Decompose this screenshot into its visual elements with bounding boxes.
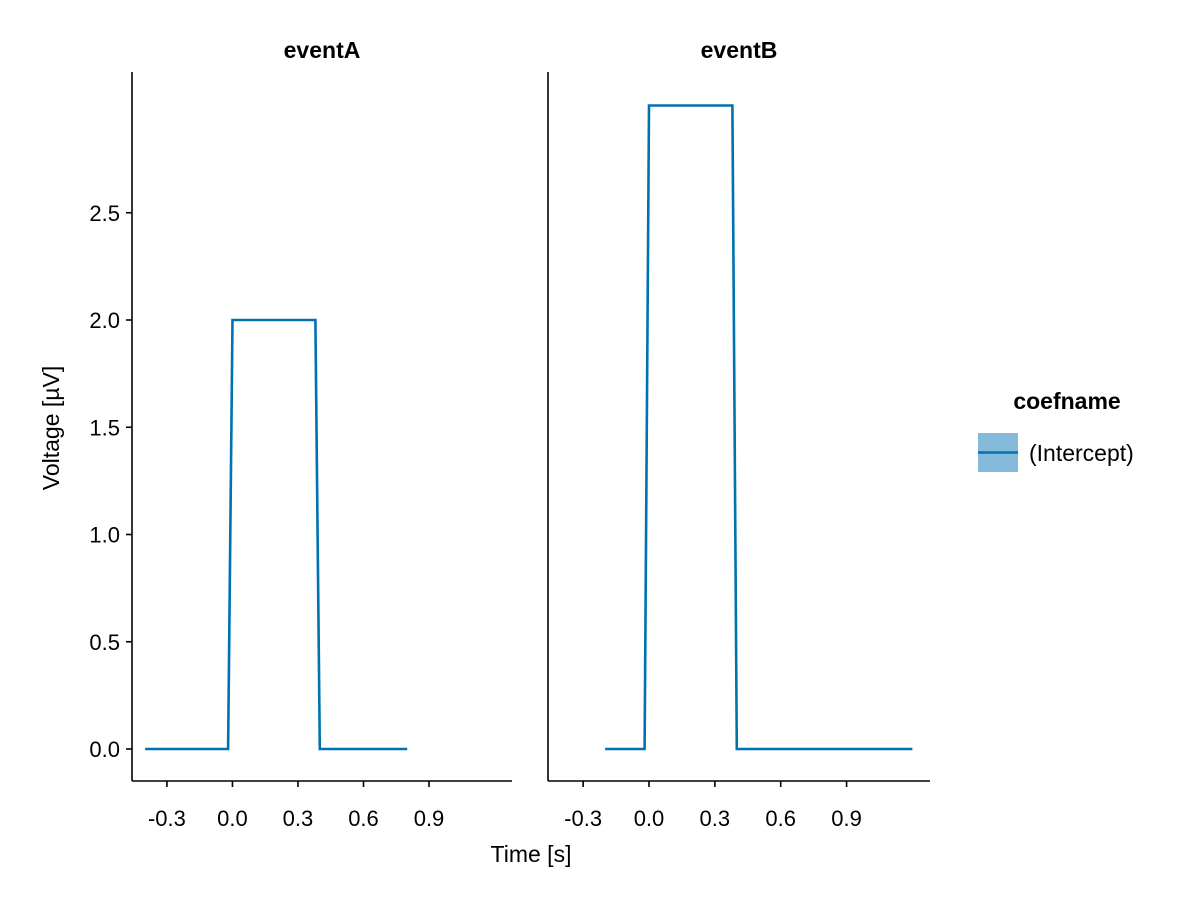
- x-tick-label: 0.0: [217, 806, 248, 831]
- x-tick-label: 0.9: [414, 806, 445, 831]
- legend-label-intercept: (Intercept): [1029, 440, 1134, 466]
- series-line-intercept: [145, 318, 408, 751]
- x-tick-label: -0.3: [148, 806, 186, 831]
- panels-layer: eventA -0.3 0.0 0.3 0.6 0.9 0.0 0.5 1.0 1.5 2.0 2.5…: [89, 37, 930, 831]
- y-tick-label: 2.0: [89, 308, 120, 333]
- x-tick-label: 0.6: [765, 806, 796, 831]
- y-tick-label: 0.0: [89, 737, 120, 762]
- y-axis-label: Voltage [µV]: [38, 366, 64, 491]
- x-tick-label: 0.6: [348, 806, 379, 831]
- panel-eventB: eventB -0.3 0.0 0.3 0.6 0.9: [547, 37, 930, 831]
- series-line-intercept: [605, 104, 913, 751]
- x-tick-label: -0.3: [564, 806, 602, 831]
- legend-title: coefname: [1013, 388, 1120, 414]
- panel-title: eventB: [701, 37, 778, 63]
- panel-eventA: eventA -0.3 0.0 0.3 0.6 0.9 0.0 0.5 1.0 1.5 2.0 2.5: [89, 37, 512, 831]
- x-tick-label: 0.3: [283, 806, 314, 831]
- y-tick-label: 0.5: [89, 630, 120, 655]
- legend: coefname (Intercept): [978, 388, 1134, 472]
- x-tick-label: 0.0: [634, 806, 665, 831]
- x-axis-label: Time [s]: [491, 841, 572, 867]
- y-tick-label: 2.5: [89, 201, 120, 226]
- x-tick-label: 0.3: [700, 806, 731, 831]
- panel-title: eventA: [284, 37, 361, 63]
- y-tick-label: 1.0: [89, 523, 120, 548]
- y-tick-label: 1.5: [89, 415, 120, 440]
- x-tick-label: 0.9: [831, 806, 862, 831]
